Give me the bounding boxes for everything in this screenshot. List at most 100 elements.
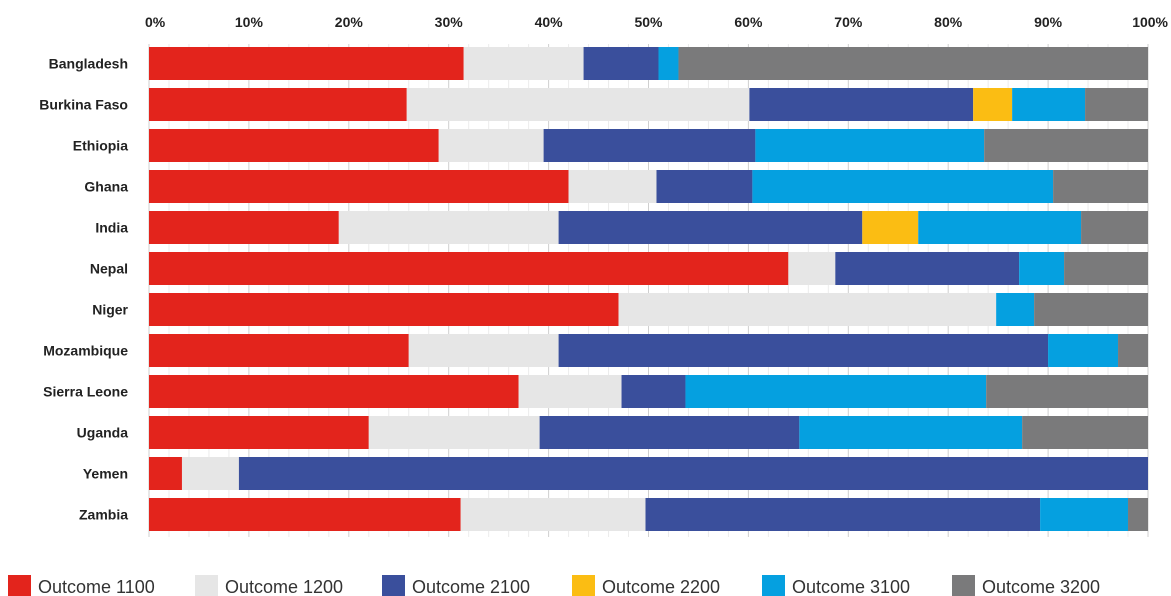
bar-segment xyxy=(621,375,686,408)
bar-segment xyxy=(149,170,569,203)
bar-segment xyxy=(1048,334,1119,367)
legend-swatch xyxy=(382,575,405,596)
bar-segment xyxy=(862,211,919,244)
category-label: Sierra Leone xyxy=(43,384,128,400)
x-tick-label: 0% xyxy=(145,14,166,30)
bar-segment xyxy=(1040,498,1129,531)
legend-swatch xyxy=(195,575,218,596)
bar-segment xyxy=(788,252,836,285)
x-tick-label: 70% xyxy=(834,14,863,30)
legend-label: Outcome 1100 xyxy=(38,577,155,596)
category-label: Nepal xyxy=(90,261,128,277)
category-label: Uganda xyxy=(77,425,129,441)
bar-segment xyxy=(918,211,1082,244)
category-labels: Bangladesh Burkina Faso Ethiopia Ghana India… xyxy=(39,56,128,523)
bar-segment xyxy=(973,88,1013,121)
bar-segment xyxy=(1034,293,1148,326)
bar-segment xyxy=(149,47,464,80)
bars xyxy=(149,47,1148,531)
bar-segment xyxy=(1022,416,1148,449)
bar-segment xyxy=(1064,252,1148,285)
category-label: India xyxy=(95,220,128,236)
bar-segment xyxy=(558,334,1049,367)
legend-label: Outcome 1200 xyxy=(225,577,343,596)
bar-segment xyxy=(799,416,1023,449)
x-tick-label: 20% xyxy=(335,14,364,30)
bar-segment xyxy=(543,129,756,162)
x-tick-label: 100% xyxy=(1132,14,1168,30)
bar-segment xyxy=(438,129,544,162)
category-label: Bangladesh xyxy=(49,56,128,72)
bar-segment xyxy=(835,252,1020,285)
bar-segment xyxy=(408,334,559,367)
bar-segment xyxy=(238,457,1148,490)
category-label: Burkina Faso xyxy=(39,97,128,113)
x-tick-label: 60% xyxy=(734,14,763,30)
bar-segment xyxy=(149,334,409,367)
legend-swatch xyxy=(572,575,595,596)
bar-segment xyxy=(755,129,985,162)
bar-segment xyxy=(749,88,974,121)
bar-segment xyxy=(984,129,1148,162)
bar-segment xyxy=(568,170,657,203)
bar-segment xyxy=(1019,252,1065,285)
legend-label: Outcome 2200 xyxy=(602,577,720,596)
category-label: Niger xyxy=(92,302,128,318)
bar-segment xyxy=(518,375,622,408)
bar-segment xyxy=(558,211,863,244)
legend-swatch xyxy=(952,575,975,596)
bar-segment xyxy=(149,416,369,449)
bar-segment xyxy=(1128,498,1148,531)
category-label: Zambia xyxy=(79,507,128,523)
legend: Outcome 1100 Outcome 1200 Outcome 2100 Outc… xyxy=(8,575,1100,596)
bar-segment xyxy=(658,47,679,80)
x-axis-ticks: 0% 10% 20% 30% 40% 50% 60% 70% 80% 90% 100% xyxy=(145,14,1169,30)
bar-segment xyxy=(181,457,239,490)
legend-swatch xyxy=(762,575,785,596)
category-label: Ethiopia xyxy=(73,138,128,154)
bar-segment xyxy=(149,88,407,121)
x-tick-label: 80% xyxy=(934,14,963,30)
bar-segment xyxy=(678,47,1148,80)
legend-label: Outcome 3100 xyxy=(792,577,910,596)
bar-segment xyxy=(986,375,1148,408)
bar-segment xyxy=(149,252,789,285)
bar-segment xyxy=(149,498,461,531)
bar-segment xyxy=(149,293,619,326)
legend-label: Outcome 3200 xyxy=(982,577,1100,596)
bar-segment xyxy=(338,211,559,244)
bar-segment xyxy=(149,211,339,244)
bar-segment xyxy=(583,47,659,80)
bar-segment xyxy=(1053,170,1148,203)
bar-segment xyxy=(618,293,997,326)
bar-segment xyxy=(149,129,439,162)
x-tick-label: 10% xyxy=(235,14,264,30)
bar-segment xyxy=(996,293,1035,326)
category-label: Mozambique xyxy=(43,343,128,359)
bar-segment xyxy=(752,170,1054,203)
bar-segment xyxy=(463,47,584,80)
bar-segment xyxy=(1085,88,1148,121)
bar-segment xyxy=(460,498,646,531)
bar-segment xyxy=(1118,334,1148,367)
bar-segment xyxy=(685,375,987,408)
x-tick-label: 40% xyxy=(535,14,564,30)
legend-label: Outcome 2100 xyxy=(412,577,530,596)
bar-segment xyxy=(368,416,540,449)
bar-segment xyxy=(1012,88,1086,121)
x-tick-label: 90% xyxy=(1034,14,1063,30)
bar-segment xyxy=(645,498,1041,531)
bar-segment xyxy=(149,457,182,490)
bar-segment xyxy=(656,170,753,203)
legend-swatch xyxy=(8,575,31,596)
grid-lines xyxy=(148,44,1149,537)
bar-segment xyxy=(406,88,750,121)
x-tick-label: 50% xyxy=(634,14,663,30)
category-label: Ghana xyxy=(84,179,128,195)
bar-segment xyxy=(539,416,800,449)
bar-segment xyxy=(149,375,519,408)
bar-segment xyxy=(1081,211,1148,244)
category-label: Yemen xyxy=(83,466,128,482)
x-tick-label: 30% xyxy=(435,14,464,30)
